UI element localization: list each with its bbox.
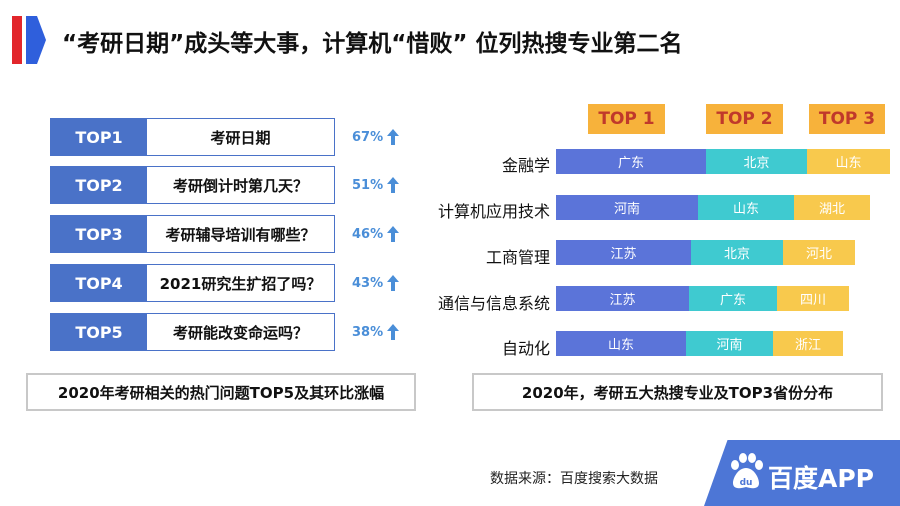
category-label: 计算机应用技术 [437,202,550,221]
rank-question: 考研辅导培训有哪些？ [165,225,316,244]
right-caption: 2020年，考研五大热搜专业及TOP3省份分布 [472,373,883,411]
bar-segment-top3: 四川 [777,286,849,311]
arrow-up-icon [386,118,402,156]
bar-segment-top1: 广东 [556,149,706,174]
rank-label: TOP3 [51,216,147,252]
left-caption: 2020年考研相关的热门问题TOP5及其环比涨幅 [26,373,416,411]
rank-question: 2021研究生扩招了吗？ [159,274,322,293]
rank-question: 考研日期 [210,128,271,147]
bar-segment-top2: 北京 [706,149,807,174]
title-accent-red [12,16,22,64]
rank-row: TOP3 考研辅导培训有哪些？ [50,215,335,253]
bar-segment-top1: 河南 [556,195,698,220]
bar-segment-top3: 山东 [807,149,890,174]
logo-text: 百度APP [768,464,874,493]
bar-segment-top3: 河北 [783,240,855,265]
bar-segment-top1: 江苏 [556,286,689,311]
page-title: “考研日期”成头等大事，计算机“惜败” 位列热搜专业第二名 [62,31,683,57]
rank-label: TOP5 [51,314,147,350]
rank-row: TOP2 考研倒计时第几天？ [50,166,335,204]
legend-top2: TOP 2 [706,104,783,134]
category-label: 金融学 [501,156,550,175]
bar-segment-top3: 湖北 [794,195,870,220]
baidu-paw-icon: du [727,452,765,496]
bar-segment-top2: 河南 [686,331,773,356]
rank-pct: 46% [352,226,384,242]
rank-row: TOP5 考研能改变命运吗？ [50,313,335,351]
bar-segment-top1: 山东 [556,331,686,356]
rank-question: 考研倒计时第几天？ [172,176,308,195]
arrow-up-icon [386,313,402,351]
logo-panel [704,440,900,506]
rank-pct: 43% [352,275,384,291]
rank-pct: 38% [352,324,384,340]
rank-pct: 67% [352,129,384,145]
bar-segment-top2: 广东 [689,286,777,311]
rank-label: TOP4 [51,265,147,301]
rank-pct: 51% [352,177,384,193]
bar-segment-top2: 山东 [698,195,794,220]
bar-segment-top3: 浙江 [773,331,843,356]
title-accent-blue [26,16,46,64]
category-label: 通信与信息系统 [437,294,550,313]
data-source: 数据来源：百度搜索大数据 [490,471,658,487]
bar-segment-top1: 江苏 [556,240,691,265]
arrow-up-icon [386,215,402,253]
arrow-up-icon [386,166,402,204]
svg-text:du: du [740,478,753,488]
category-label: 工商管理 [485,248,550,267]
rank-question: 考研能改变命运吗？ [172,323,308,342]
category-label: 自动化 [501,339,550,358]
arrow-up-icon [386,264,402,302]
rank-row: TOP4 2021研究生扩招了吗？ [50,264,335,302]
legend-top3: TOP 3 [809,104,885,134]
rank-row: TOP1 考研日期 [50,118,335,156]
rank-label: TOP1 [51,119,147,155]
legend-top1: TOP 1 [588,104,665,134]
bar-segment-top2: 北京 [691,240,783,265]
rank-label: TOP2 [51,167,147,203]
